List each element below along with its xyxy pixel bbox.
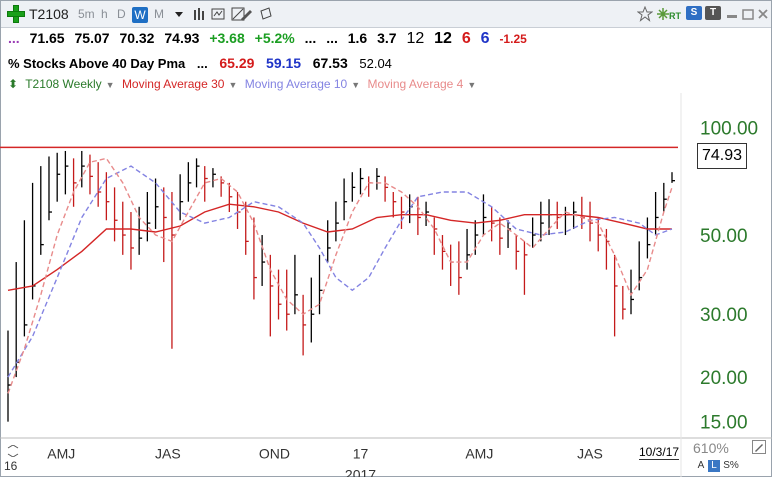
x-tick-label: OND	[259, 445, 290, 461]
edit-pencil-icon[interactable]	[752, 440, 766, 454]
axis-arith-button[interactable]: A	[697, 460, 705, 471]
scan-icon[interactable]: S	[686, 6, 702, 20]
compare-icon[interactable]	[231, 7, 245, 21]
legend-ma4-caret-icon[interactable]: ▼	[467, 80, 477, 90]
x-tick-label: 17	[353, 445, 369, 461]
stat-5: 6	[461, 30, 471, 47]
zoom-label[interactable]: 610%	[693, 440, 729, 456]
stat-2: 3.7	[377, 30, 397, 46]
axis-percent-button[interactable]: S%	[723, 460, 739, 471]
stat-6: 6	[480, 30, 490, 47]
favorite-star-icon[interactable]	[637, 6, 653, 22]
quote-dots-2: ...	[304, 30, 317, 46]
quote-line: ... 71.65 75.07 70.32 74.93 +3.68 +5.2% …	[8, 30, 533, 48]
stat-7: -1.25	[499, 32, 527, 46]
link-chain-icon[interactable]	[655, 6, 671, 22]
legend-ma30[interactable]: Moving Average 30	[121, 77, 225, 91]
y-tick-label: 15.00	[700, 413, 748, 434]
axis-log-button[interactable]: L	[708, 460, 720, 472]
axis-corner-label: 16	[4, 459, 18, 473]
legend: ⬍ T2108 Weekly ▼ Moving Average 30 ▼ Movin…	[8, 77, 480, 91]
price-chart[interactable]: 100.00 50.00 30.00 20.00 15.00 AMJ JAS OND 17 AMJ…	[0, 93, 772, 477]
symbol-field[interactable]: T2108	[29, 6, 69, 22]
y-tick-label: 50.00	[700, 226, 748, 247]
indicator-icon[interactable]	[211, 7, 225, 21]
open-value: 71.65	[29, 30, 65, 46]
date-label: 10/3/17	[639, 445, 680, 460]
scroll-arrows-icon[interactable]	[6, 445, 20, 457]
period-hour[interactable]: h	[101, 7, 108, 21]
ma30-value: 65.29	[219, 55, 255, 71]
x-year-label: 2017	[345, 466, 376, 477]
indicator-name-line: % Stocks Above 40 Day Pma ... 65.29 59.1…	[8, 55, 400, 71]
legend-ma4[interactable]: Moving Average 4	[367, 77, 464, 91]
x-tick-label: AMJ	[47, 445, 75, 461]
draw-icon[interactable]	[239, 7, 253, 21]
change-value: +3.68	[209, 30, 245, 46]
ma4-line	[7, 157, 673, 394]
quote-dots-3: ...	[326, 30, 338, 46]
close-icon[interactable]	[756, 7, 770, 21]
ma4-value: 67.53	[312, 55, 348, 71]
trade-icon[interactable]: T	[705, 6, 721, 20]
bar-style-icon[interactable]	[193, 7, 207, 21]
toolbar: T2108 5m h D W M RT S T	[1, 1, 771, 28]
last-value-label: 74.93	[697, 143, 747, 169]
x-tick-label: JAS	[155, 445, 181, 461]
legend-ma10-caret-icon[interactable]: ▼	[351, 80, 361, 90]
high-value: 75.07	[74, 30, 110, 46]
legend-ma10[interactable]: Moving Average 10	[244, 77, 348, 91]
low-value: 70.32	[119, 30, 155, 46]
period-week[interactable]: W	[132, 7, 148, 23]
close-value: 74.93	[164, 30, 200, 46]
stat-3: 12	[406, 30, 425, 47]
indicator-name: % Stocks Above 40 Day Pma	[8, 56, 186, 71]
note-icon[interactable]	[259, 7, 273, 21]
restore-icon[interactable]	[741, 7, 755, 21]
ma10-value: 59.15	[266, 55, 302, 71]
y-tick-label: 100.00	[700, 119, 758, 140]
quote-dots: ...	[8, 30, 20, 46]
legend-main-caret-icon[interactable]: ▼	[105, 80, 115, 90]
x-tick-label: JAS	[577, 445, 603, 461]
minimize-icon[interactable]	[725, 7, 739, 21]
name-dots: ...	[196, 56, 208, 71]
y-tick-label: 20.00	[700, 368, 748, 389]
period-day[interactable]: D	[117, 7, 126, 21]
legend-arrow-icon: ⬍	[8, 77, 19, 91]
legend-main[interactable]: T2108 Weekly	[25, 77, 102, 91]
legend-ma30-caret-icon[interactable]: ▼	[228, 80, 238, 90]
period-month[interactable]: M	[154, 7, 164, 21]
stat-4: 12	[434, 30, 452, 47]
ma10-line	[7, 165, 673, 378]
period-5m[interactable]: 5m	[78, 7, 95, 21]
x-tick-label: AMJ	[465, 445, 493, 461]
period-dropdown-icon[interactable]	[172, 7, 186, 21]
ma30-line	[7, 203, 672, 291]
add-symbol-icon[interactable]	[7, 5, 25, 23]
y-tick-label: 30.00	[700, 305, 748, 326]
change-pct-value: +5.2%	[254, 30, 295, 46]
extra-value: 52.04	[359, 56, 392, 71]
stat-1: 1.6	[347, 30, 368, 46]
realtime-icon[interactable]: RT	[669, 11, 681, 21]
